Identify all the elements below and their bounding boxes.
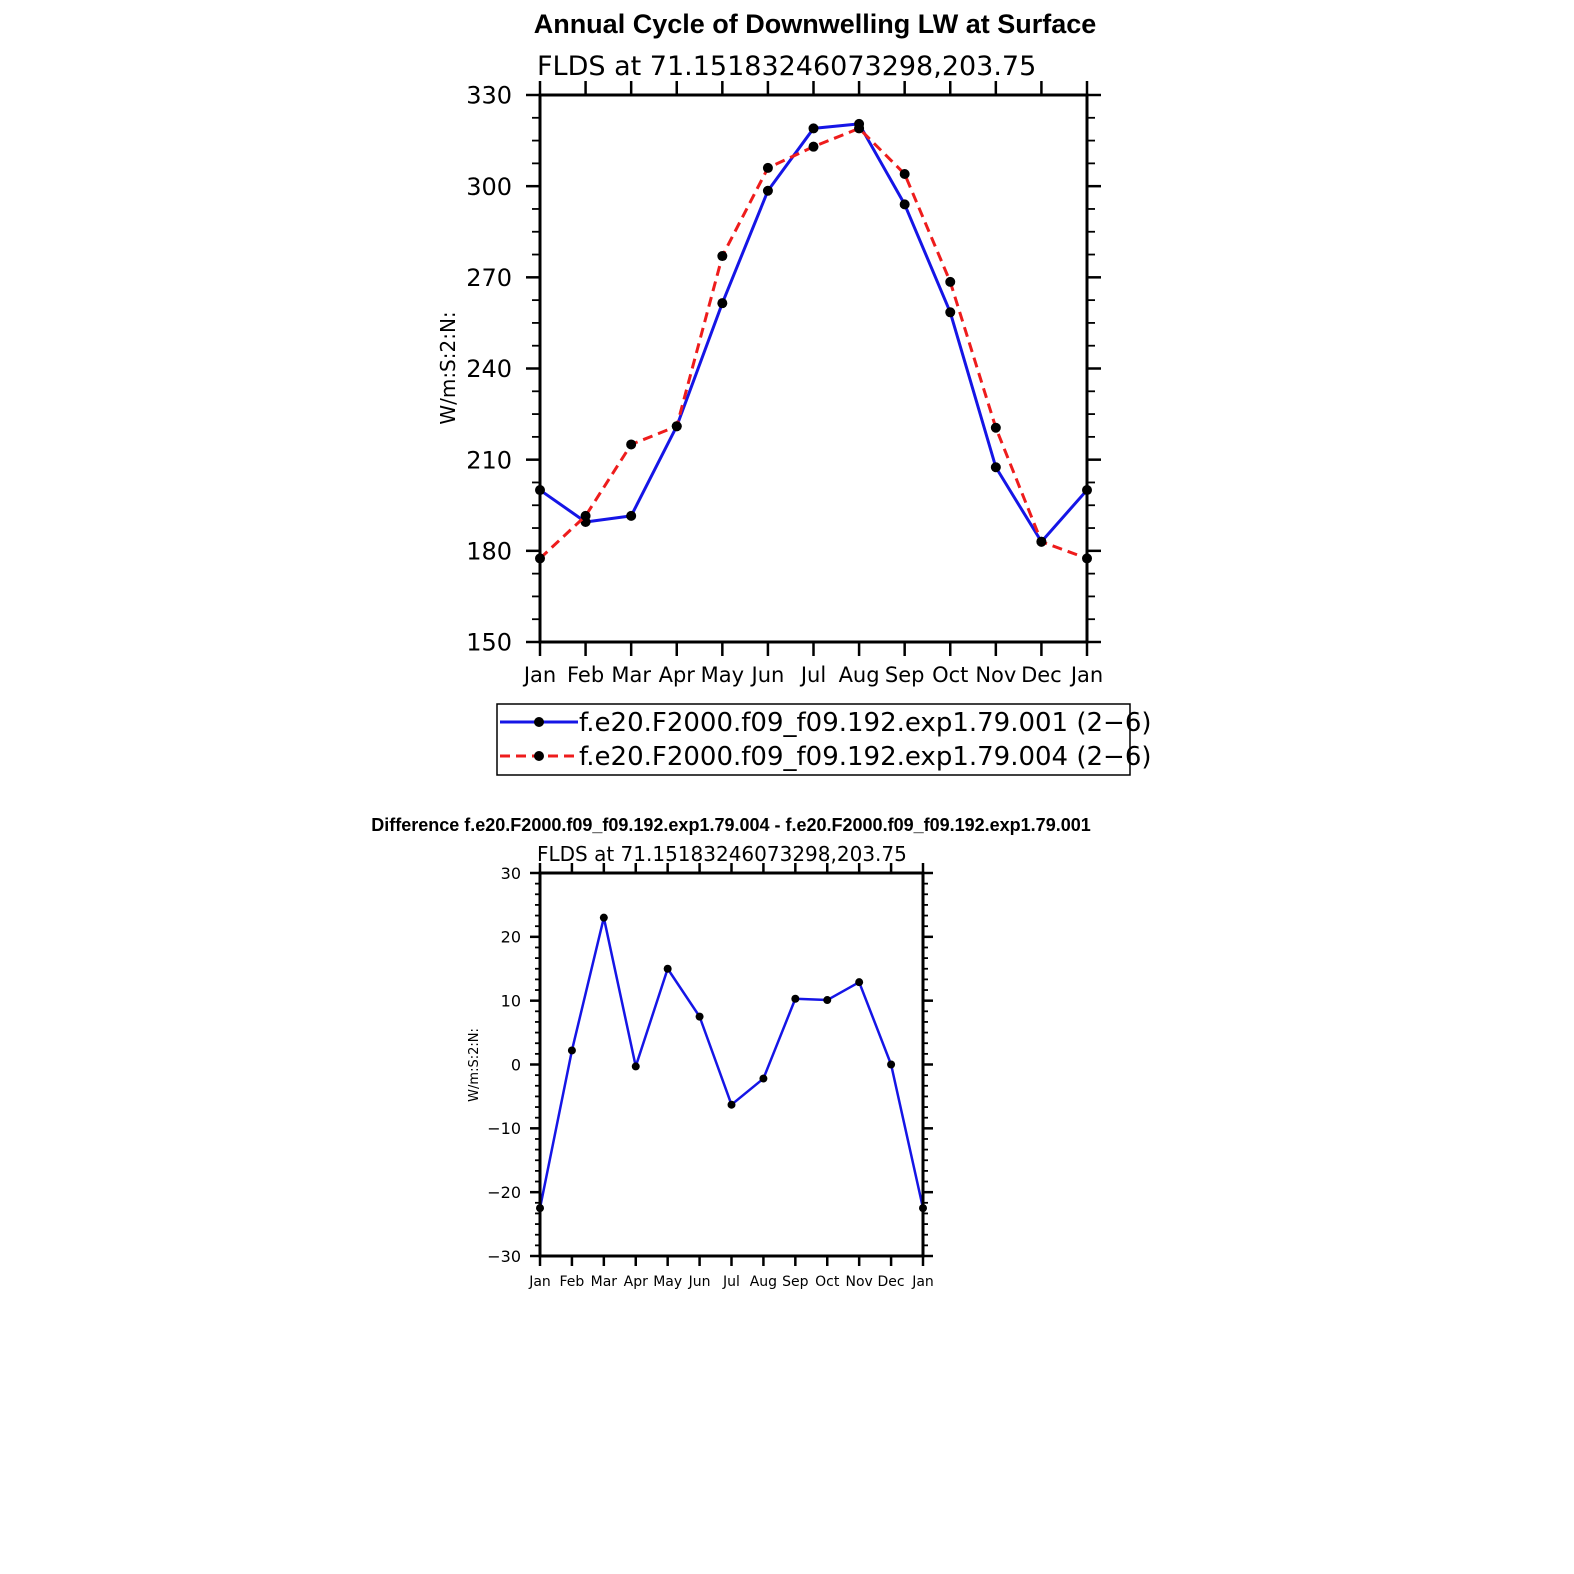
y-tick-label: 180 <box>466 537 512 565</box>
x-tick-label: Apr <box>624 1274 648 1290</box>
data-point-series-2-oct <box>945 276 956 287</box>
data-point-series-1-mar <box>599 913 608 922</box>
data-point-series-1-nov <box>990 462 1001 473</box>
x-tick-label: Jul <box>799 663 826 687</box>
data-point-series-2-apr <box>671 421 682 432</box>
legend-marker-series-1 <box>534 717 544 727</box>
data-point-series-2-dec <box>1036 536 1047 547</box>
y-tick-label: −30 <box>487 1247 521 1266</box>
y-tick-label: 240 <box>466 355 512 383</box>
y-tick-label: 210 <box>466 446 512 474</box>
y-tick-label: −10 <box>487 1119 521 1138</box>
chart1-ylabel: W/m:S:2:N: <box>436 311 460 424</box>
data-point-series-1-may <box>717 298 728 309</box>
x-tick-label: Mar <box>611 663 651 687</box>
data-point-series-1-jul <box>808 123 819 134</box>
x-tick-label: Oct <box>932 663 968 687</box>
x-tick-label: Feb <box>567 663 604 687</box>
data-point-series-2-aug <box>854 123 865 134</box>
data-point-series-2-feb <box>580 510 591 521</box>
chart1-axis-ticks <box>526 81 1101 656</box>
data-point-series-1-feb <box>567 1046 576 1055</box>
data-point-series-1-mar <box>626 510 637 521</box>
x-tick-label: Aug <box>750 1274 777 1290</box>
data-point-series-1-aug <box>759 1074 768 1083</box>
data-point-series-1-jun <box>762 185 773 196</box>
data-point-series-1-jul <box>727 1100 736 1109</box>
data-point-series-1-jun <box>695 1012 704 1021</box>
series-line-1 <box>538 916 925 1209</box>
x-tick-label: Feb <box>560 1274 585 1290</box>
data-point-series-1-dec <box>887 1060 896 1069</box>
y-tick-label: 330 <box>466 82 512 110</box>
x-tick-label: Mar <box>591 1274 618 1290</box>
x-tick-label: Dec <box>878 1274 905 1290</box>
chart2-axis-ticks <box>530 863 933 1266</box>
chart1-title: Annual Cycle of Downwelling LW at Surfac… <box>534 9 1097 39</box>
y-tick-label: −20 <box>487 1183 521 1202</box>
data-point-series-1-apr <box>631 1062 640 1071</box>
x-tick-label: Jan <box>522 663 556 687</box>
data-point-series-2-sep <box>899 169 910 180</box>
x-tick-label: Nov <box>975 663 1016 687</box>
chart1-x-tick-labels: Jan Feb Mar Apr May Jun Jul Aug Sep Oct Nov Dec Jan <box>522 663 1103 687</box>
x-tick-label: Jan <box>528 1274 551 1290</box>
chart1-subtitle: FLDS at 71.15183246073298,203.75 <box>537 51 1036 82</box>
x-tick-label: Oct <box>815 1274 840 1290</box>
x-tick-label: Jan <box>1069 663 1103 687</box>
data-point-series-1-oct <box>945 307 956 318</box>
y-tick-label: 0 <box>511 1055 521 1074</box>
data-point-series-2-may <box>717 251 728 262</box>
chart1-series <box>535 118 1092 564</box>
chart2-plot-frame <box>538 871 925 1258</box>
x-tick-label: Jan <box>911 1274 934 1290</box>
y-tick-label: 10 <box>501 991 521 1010</box>
data-point-series-2-jul <box>808 141 819 152</box>
x-tick-label: Apr <box>659 663 696 687</box>
y-tick-label: 30 <box>501 864 521 883</box>
legend-box <box>496 703 1131 776</box>
legend-label-series-2: f.e20.F2000.f09_f09.192.exp1.79.004 (2−6… <box>579 742 1152 772</box>
chart2-x-tick-labels: Jan Feb Mar Apr May Jun Jul Aug Sep Oct Nov Dec Jan <box>528 1274 934 1290</box>
series-line-2 <box>538 126 1088 560</box>
series-line-1 <box>539 122 1089 544</box>
data-point-series-1-oct <box>823 996 832 1005</box>
x-tick-label: Nov <box>846 1274 873 1290</box>
annual-cycle-chart: Annual Cycle of Downwelling LW at Surfac… <box>436 9 1152 776</box>
x-tick-label: May <box>701 663 744 687</box>
data-point-series-2-nov <box>990 422 1001 433</box>
chart1-y-tick-labels: 150 180 210 240 270 300 330 <box>466 82 512 657</box>
x-tick-label: Dec <box>1021 663 1062 687</box>
x-tick-label: Jun <box>750 663 785 687</box>
chart1-legend: f.e20.F2000.f09_f09.192.exp1.79.001 (2−6… <box>496 703 1152 776</box>
legend-label-series-1: f.e20.F2000.f09_f09.192.exp1.79.001 (2−6… <box>579 708 1152 738</box>
x-tick-label: Sep <box>885 663 925 687</box>
y-tick-label: 270 <box>466 264 512 292</box>
x-tick-label: Jul <box>722 1274 740 1290</box>
data-point-series-1-may <box>663 964 672 973</box>
chart2-subtitle: FLDS at 71.15183246073298,203.75 <box>537 842 907 866</box>
x-tick-label: Aug <box>839 663 880 687</box>
chart2-series <box>536 913 927 1213</box>
difference-chart: Difference f.e20.F2000.f09_f09.192.exp1.… <box>371 815 1090 1290</box>
data-point-series-2-mar <box>626 439 637 450</box>
y-tick-label: 150 <box>466 629 512 657</box>
chart2-title: Difference f.e20.F2000.f09_f09.192.exp1.… <box>371 815 1090 835</box>
chart1-plot-frame <box>538 93 1089 644</box>
data-point-series-1-nov <box>855 978 864 987</box>
legend-marker-series-2 <box>534 751 544 761</box>
chart2-ylabel: W/m:S:2:N: <box>467 1028 482 1102</box>
y-tick-label: 300 <box>466 173 512 201</box>
data-point-series-1-sep <box>791 994 800 1003</box>
x-tick-label: Jun <box>688 1274 711 1290</box>
y-tick-label: 20 <box>501 928 521 947</box>
x-tick-label: May <box>653 1274 682 1290</box>
x-tick-label: Sep <box>782 1274 809 1290</box>
data-point-series-2-jun <box>762 162 773 173</box>
chart2-y-tick-labels: −30 −20 −10 0 10 20 30 <box>487 864 521 1266</box>
data-point-series-1-sep <box>899 199 910 210</box>
